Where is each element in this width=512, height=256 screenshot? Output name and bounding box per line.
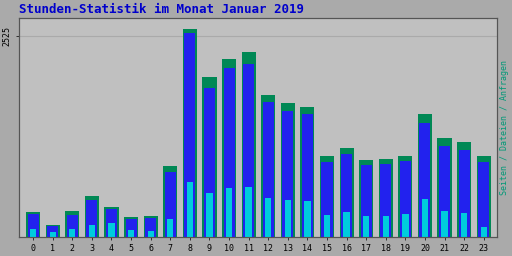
Bar [128, 230, 134, 237]
Bar [282, 111, 293, 237]
Bar [167, 219, 174, 237]
Bar [124, 217, 138, 237]
Bar [400, 161, 411, 237]
Bar [461, 213, 467, 237]
Bar [183, 29, 197, 237]
Bar [477, 156, 491, 237]
Bar [69, 229, 75, 237]
Bar [87, 200, 97, 237]
Bar [47, 226, 58, 237]
Bar [441, 211, 447, 237]
Bar [144, 216, 158, 237]
Bar [243, 63, 254, 237]
Bar [109, 223, 115, 237]
Bar [245, 187, 252, 237]
Bar [265, 198, 271, 237]
Bar [222, 59, 236, 237]
Bar [320, 156, 334, 237]
Bar [322, 162, 332, 237]
Bar [202, 77, 217, 237]
Bar [379, 159, 393, 237]
Bar [457, 142, 471, 237]
Bar [382, 216, 389, 237]
Bar [125, 219, 137, 237]
Bar [261, 94, 275, 237]
Bar [344, 212, 350, 237]
Bar [224, 68, 234, 237]
Bar [104, 207, 119, 237]
Bar [380, 164, 391, 237]
Bar [65, 211, 79, 237]
Bar [204, 88, 215, 237]
Bar [106, 209, 117, 237]
Bar [324, 215, 330, 237]
Bar [418, 114, 432, 237]
Bar [226, 188, 232, 237]
Bar [481, 227, 487, 237]
Bar [89, 226, 95, 237]
Bar [402, 214, 409, 237]
Bar [281, 103, 295, 237]
Bar [163, 166, 177, 237]
Bar [147, 231, 154, 237]
Bar [26, 212, 40, 237]
Bar [67, 215, 78, 237]
Bar [419, 123, 431, 237]
Y-axis label: Seiten / Dateien / Anfragen: Seiten / Dateien / Anfragen [500, 60, 509, 195]
Bar [285, 200, 291, 237]
Text: Stunden-Statistik im Monat Januar 2019: Stunden-Statistik im Monat Januar 2019 [19, 3, 305, 16]
Bar [50, 232, 56, 237]
Bar [263, 102, 274, 237]
Bar [165, 172, 176, 237]
Bar [478, 162, 489, 237]
Bar [304, 201, 311, 237]
Bar [206, 193, 212, 237]
Bar [359, 161, 373, 237]
Bar [437, 138, 452, 237]
Bar [184, 34, 196, 237]
Bar [398, 156, 413, 237]
Bar [145, 218, 156, 237]
Bar [302, 114, 313, 237]
Bar [242, 52, 255, 237]
Bar [459, 150, 470, 237]
Bar [85, 196, 99, 237]
Bar [341, 154, 352, 237]
Bar [422, 199, 428, 237]
Bar [187, 182, 193, 237]
Bar [360, 165, 372, 237]
Bar [28, 214, 38, 237]
Bar [363, 216, 369, 237]
Bar [439, 146, 450, 237]
Bar [30, 229, 36, 237]
Bar [301, 107, 314, 237]
Bar [339, 148, 354, 237]
Bar [46, 225, 60, 237]
